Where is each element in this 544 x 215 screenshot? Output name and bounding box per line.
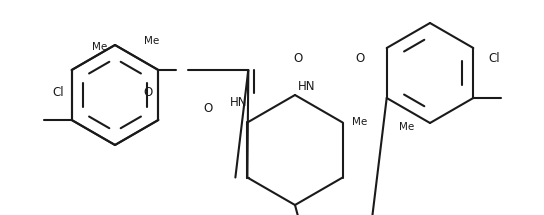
Text: O: O bbox=[203, 103, 213, 115]
Text: Me: Me bbox=[353, 117, 368, 127]
Text: HN: HN bbox=[230, 97, 247, 109]
Text: O: O bbox=[355, 52, 364, 66]
Text: HN: HN bbox=[298, 80, 316, 94]
Text: Me: Me bbox=[399, 122, 415, 132]
Text: Me: Me bbox=[144, 36, 159, 46]
Text: O: O bbox=[293, 52, 302, 66]
Text: Cl: Cl bbox=[52, 86, 64, 100]
Text: Me: Me bbox=[92, 42, 108, 52]
Text: O: O bbox=[144, 86, 153, 100]
Text: Cl: Cl bbox=[488, 52, 499, 66]
